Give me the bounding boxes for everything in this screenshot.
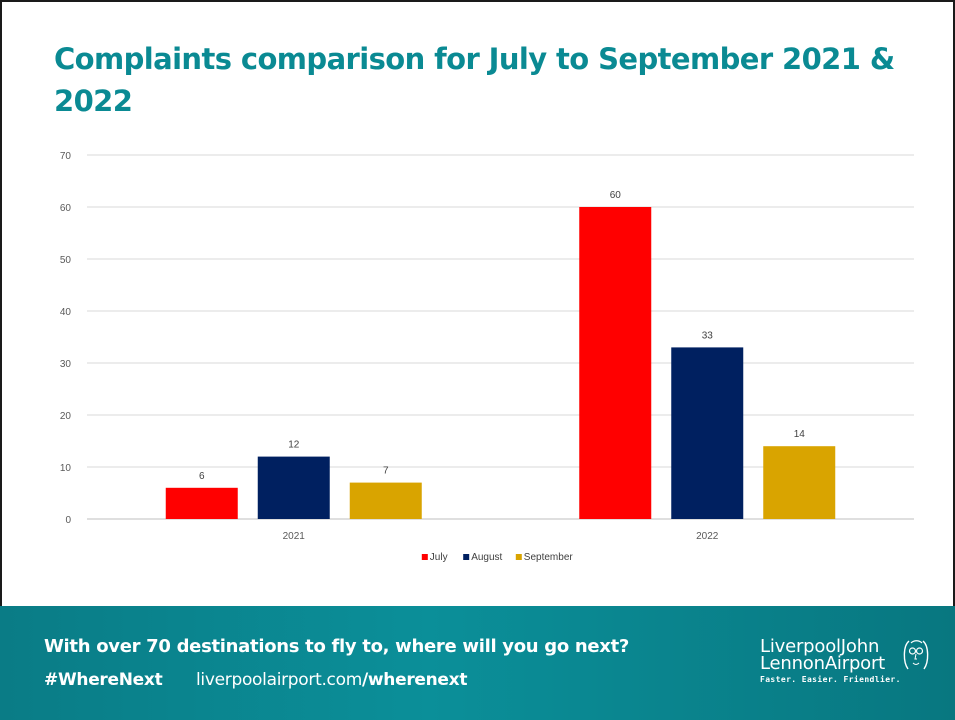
footer-url-path: /wherenext [361,670,468,690]
y-tick-label: 60 [60,203,72,214]
data-label: 7 [383,466,389,477]
data-label: 12 [288,440,300,451]
footer-hashtag: #WhereNext [44,670,163,690]
footer-banner: With over 70 destinations to fly to, whe… [0,606,955,720]
legend-swatch-august [463,554,470,560]
footer-tagline: With over 70 destinations to fly to, whe… [44,636,630,657]
john-lennon-portrait-icon [903,640,929,670]
legend-swatch-september [515,554,522,560]
x-tick-label: 2021 [283,531,306,542]
y-tick-label: 0 [65,515,71,526]
y-tick-label: 10 [60,463,72,474]
legend-swatch-july [421,554,428,560]
logo-line-2: LennonAirport [760,653,886,674]
data-label: 33 [702,330,714,341]
y-tick-label: 50 [60,255,72,266]
y-tick-label: 30 [60,359,72,370]
legend-label-july: July [430,552,448,563]
x-tick-label: 2022 [696,531,719,542]
bar-august-2022 [671,347,744,519]
airport-logo: LiverpoolJohn LennonAirport Faster. Easi… [760,638,935,698]
page-title: Complaints comparison for July to Septem… [54,42,895,118]
complaints-bar-chart: 0 10 20 30 40 50 60 70 6 12 7 2021 60 33 14 2022 July Aug… [60,151,914,563]
data-label: 6 [199,471,205,482]
y-tick-label: 70 [60,151,72,162]
legend-label-september: September [524,552,574,563]
logo-tagline: Faster. Easier. Friendlier. [760,675,901,684]
logo-line-1: LiverpoolJohn [760,636,880,657]
data-label: 60 [610,190,622,201]
legend-label-august: August [471,552,502,563]
y-tick-label: 40 [60,307,72,318]
y-tick-label: 20 [60,411,72,422]
bar-september-2022 [763,446,836,519]
data-label: 14 [794,429,806,440]
bar-september-2021 [349,482,422,519]
bar-august-2021 [257,456,330,519]
footer-url-domain: liverpoolairport.com [196,670,362,690]
bar-july-2021 [165,487,238,519]
footer-url[interactable]: liverpoolairport.com/wherenext [196,670,467,690]
bar-july-2022 [579,207,652,519]
